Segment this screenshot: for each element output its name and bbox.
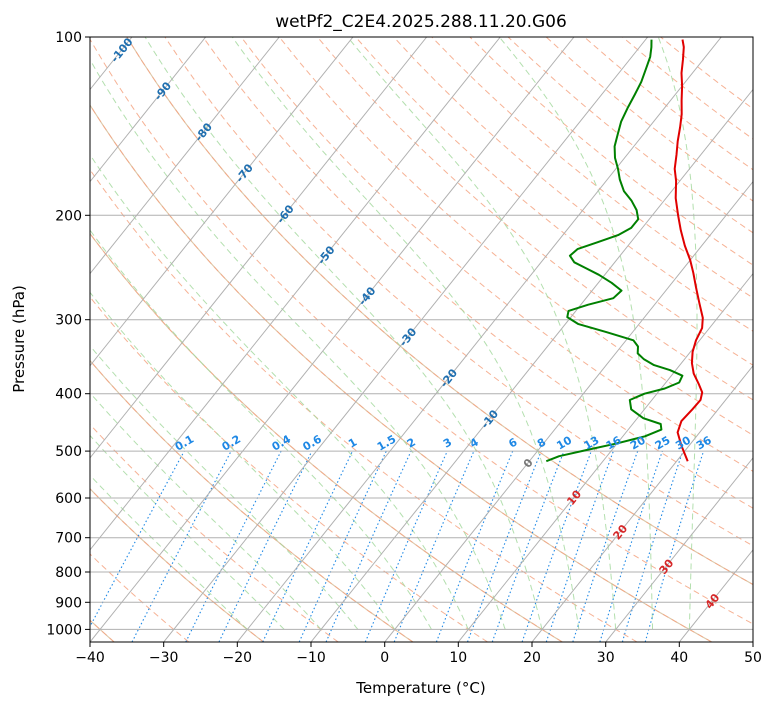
dry-adiabat-line <box>278 37 753 436</box>
mixing-ratio-line <box>466 450 542 642</box>
y-tick-label: 500 <box>55 444 82 460</box>
skewed-isotherms <box>90 37 753 642</box>
moist-adiabats <box>90 37 698 630</box>
temperature-profile-line <box>673 39 704 462</box>
y-tick-label: 400 <box>55 387 82 403</box>
x-tick-label: −40 <box>75 650 105 666</box>
moist-adiabat-line <box>231 37 580 630</box>
skewed-isotherm-line <box>90 37 207 183</box>
skewed-isotherm-line <box>90 37 501 551</box>
skewed-isotherm-line <box>531 364 753 642</box>
skewed-isotherm-line <box>90 37 354 367</box>
x-tick-label: 20 <box>523 650 541 666</box>
x-axis-ticks: −40 −30 −20 −10 0 10 20 30 40 50 <box>75 642 762 666</box>
x-tick-label: −30 <box>149 650 179 666</box>
y-tick-label: 300 <box>55 313 82 329</box>
dry-adiabats <box>90 37 753 642</box>
moist-adiabat-line <box>90 291 396 630</box>
skewed-isotherm-line <box>310 88 753 642</box>
y-tick-label: 700 <box>55 531 82 547</box>
skewed-isotherm-line <box>163 37 649 642</box>
dry-adiabat-line <box>393 37 753 332</box>
background-adiabat-line <box>90 488 264 642</box>
dry-adiabat-line <box>90 38 753 625</box>
x-axis-label: Temperature (°C) <box>355 679 485 697</box>
x-tick-label: 30 <box>597 650 615 666</box>
moist-adiabat-line <box>498 37 653 630</box>
dry-adiabat-line <box>90 168 638 642</box>
moist-adiabat-line <box>347 37 617 630</box>
dry-adiabat-line <box>90 232 563 642</box>
skewed-isotherm-line <box>90 37 575 642</box>
dry-adiabat-line <box>202 37 753 509</box>
x-tick-label: −20 <box>223 650 253 666</box>
dry-adiabat-line <box>126 37 753 586</box>
x-tick-label: 50 <box>744 650 762 666</box>
mixing-ratio-line <box>325 450 412 642</box>
y-tick-label: 600 <box>55 491 82 507</box>
mixing-ratio-line <box>621 450 684 642</box>
dewpoint-profile-line <box>545 39 684 463</box>
plot-area: -100-90-80-70-60-50-40-30-20-10010203040… <box>90 37 753 642</box>
moist-adiabat-line <box>90 229 432 630</box>
dry-adiabat-line <box>355 37 753 366</box>
chart-title: wetPf2_C2E4.2025.288.11.20.G06 <box>275 12 567 32</box>
y-tick-label: 200 <box>55 208 82 224</box>
skewed-isotherm-line <box>90 37 428 459</box>
mixing-ratio-line <box>435 450 514 642</box>
skewed-isotherm-line <box>605 457 753 642</box>
y-axis-label: Pressure (hPa) <box>10 285 28 393</box>
x-tick-label: 0 <box>380 650 389 666</box>
mixing-ratio-line <box>90 450 185 628</box>
moist-adiabat-line <box>144 37 543 630</box>
y-tick-label: 800 <box>55 565 82 581</box>
x-tick-label: 10 <box>449 650 467 666</box>
moist-adiabat-line <box>90 474 248 630</box>
dry-adiabat-line <box>90 296 488 642</box>
moist-adiabat-line <box>90 344 359 630</box>
y-tick-label: 100 <box>55 30 82 46</box>
skewed-isotherm-line <box>236 37 722 642</box>
dry-adiabat-line <box>317 37 753 401</box>
skewed-isotherm-line <box>457 272 753 642</box>
y-axis-ticks: 100 200 300 400 500 600 700 800 900 1000 <box>46 30 90 638</box>
y-tick-label: 900 <box>55 595 82 611</box>
mixing-ratio-line <box>364 450 448 642</box>
mixing-ratio-line <box>599 450 663 642</box>
mixing-ratio-line <box>491 450 565 642</box>
skewed-isotherm-line <box>384 180 753 642</box>
x-tick-label: −10 <box>296 650 326 666</box>
mixing-ratio-line <box>521 450 592 642</box>
dry-adiabat-line <box>90 423 339 642</box>
skewed-isotherm-line <box>90 37 280 275</box>
pressure-gridlines <box>90 37 753 630</box>
mixing-ratio-line <box>572 450 639 642</box>
plot-frame <box>89 36 754 643</box>
moist-adiabat-line <box>657 37 698 630</box>
y-tick-label: 1000 <box>46 622 82 638</box>
mixing-ratio-line <box>545 450 614 642</box>
sounding-series <box>545 39 704 463</box>
x-tick-label: 40 <box>670 650 688 666</box>
mixing-ratio-line <box>185 450 282 642</box>
dry-adiabat-line <box>90 104 712 642</box>
moist-adiabat-line <box>90 58 506 630</box>
dry-adiabat-line <box>90 553 190 642</box>
dry-adiabat-line <box>164 37 753 547</box>
